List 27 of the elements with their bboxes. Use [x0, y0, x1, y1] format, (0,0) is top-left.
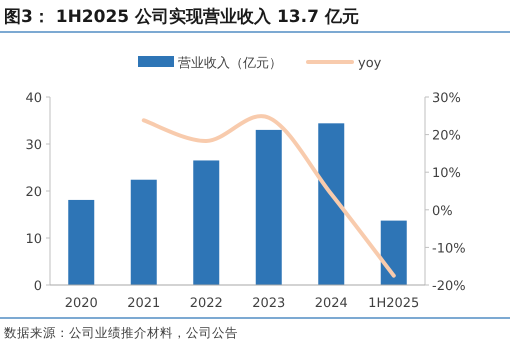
y2-tick-label: 30% [432, 91, 461, 106]
source-note: 数据来源：公司业绩推介材料，公司公告 [4, 325, 238, 340]
x-tick-label: 1H2025 [368, 296, 420, 311]
y2-tick-label: 10% [432, 166, 461, 182]
y-tick-label: 10 [25, 232, 42, 247]
legend-label: 营业收入（亿元） [178, 56, 282, 71]
y2-tick-label: -20% [432, 279, 466, 294]
y-tick-label: 0 [34, 279, 42, 294]
bar [68, 200, 94, 285]
bar [130, 180, 157, 285]
y2-tick-label: 0% [432, 204, 453, 219]
bar [256, 130, 282, 285]
bar [193, 160, 220, 285]
x-tick-label: 2022 [190, 296, 223, 311]
y-tick-label: 20 [25, 185, 42, 200]
chart-title: 图3： 1H2025 公司实现营业收入 13.7 亿元 [4, 7, 359, 27]
legend-label: yoy [358, 56, 382, 71]
x-tick-label: 2023 [252, 296, 286, 311]
x-tick-label: 2021 [127, 296, 160, 311]
bar [318, 123, 344, 285]
y-tick-label: 30 [25, 138, 42, 153]
y2-tick-label: 20% [432, 128, 461, 144]
bar [380, 220, 407, 285]
y2-tick-label: -10% [432, 241, 466, 256]
x-tick-label: 2020 [64, 296, 98, 311]
y-tick-label: 40 [25, 91, 42, 106]
x-tick-label: 2024 [314, 296, 348, 311]
